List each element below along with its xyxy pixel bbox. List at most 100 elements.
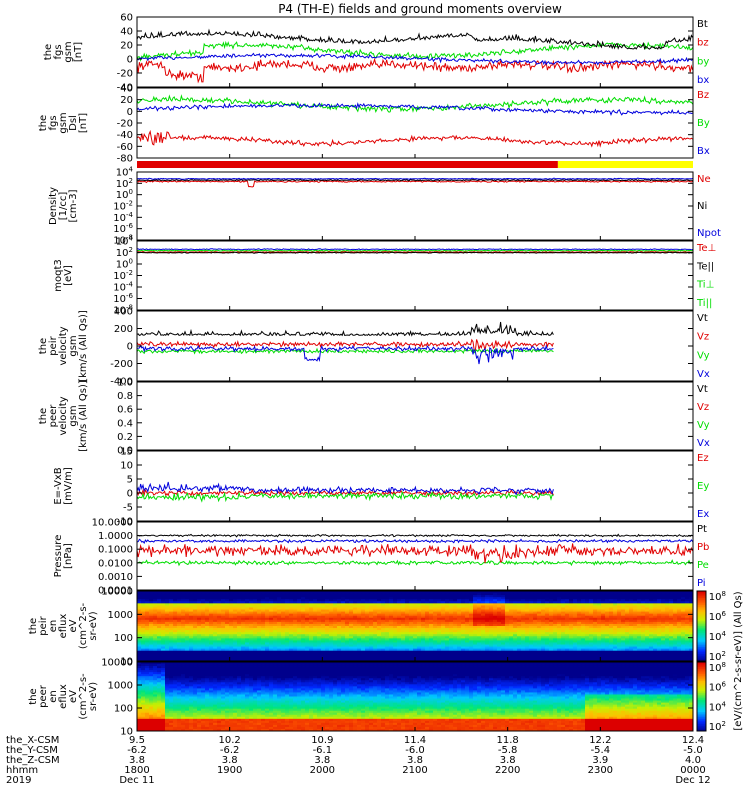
heatmap-cell <box>569 646 574 650</box>
heatmap-cell <box>213 626 218 629</box>
heatmap-cell <box>493 593 498 596</box>
series-Bx <box>136 102 693 116</box>
heatmap-cell <box>333 613 338 617</box>
heatmap-cell <box>353 652 358 656</box>
heatmap-cell <box>313 599 318 602</box>
heatmap-cell <box>397 638 402 641</box>
heatmap-cell <box>625 638 630 641</box>
heatmap-cell <box>373 591 378 594</box>
heatmap-cell <box>145 650 150 654</box>
heatmap-cell <box>477 634 482 637</box>
heatmap-cell <box>381 599 386 602</box>
heatmap-cell <box>641 591 646 594</box>
heatmap-cell <box>669 634 674 637</box>
heatmap-cell <box>337 601 342 604</box>
heatmap-cell <box>141 638 146 641</box>
heatmap-cell <box>553 597 558 600</box>
heatmap-cell <box>357 605 362 608</box>
heatmap-cell <box>213 609 218 612</box>
heatmap-cell <box>645 607 650 610</box>
heatmap-cell <box>429 623 434 627</box>
heatmap-cell <box>185 650 190 654</box>
heatmap-cell <box>565 628 570 631</box>
heatmap-cell <box>157 714 162 718</box>
heatmap-cell <box>685 607 690 610</box>
heatmap-cell <box>137 702 142 706</box>
heatmap-cell <box>201 648 206 652</box>
heatmap-cell <box>397 654 402 658</box>
heatmap-cell <box>317 621 322 625</box>
heatmap-cell <box>393 658 398 662</box>
heatmap-cell <box>477 593 482 596</box>
heatmap-cell <box>441 617 446 621</box>
heatmap-cell <box>329 621 334 625</box>
heatmap-cell <box>385 628 390 631</box>
heatmap-cell <box>601 632 606 635</box>
heatmap-cell <box>553 632 558 635</box>
heatmap-cell <box>141 603 146 606</box>
heatmap-cell <box>177 636 182 639</box>
heatmap-cell <box>665 652 670 656</box>
heatmap-cell <box>545 621 550 625</box>
heatmap-cell <box>353 623 358 627</box>
heatmap-cell <box>293 634 298 637</box>
heatmap-cell <box>265 626 270 629</box>
heatmap-cell <box>529 619 534 623</box>
heatmap-cell <box>161 621 166 625</box>
heatmap-cell <box>149 714 154 718</box>
heatmap-cell <box>153 648 158 652</box>
heatmap-cell <box>157 726 162 730</box>
heatmap-cell <box>413 648 418 652</box>
heatmap-cell <box>653 595 658 598</box>
heatmap-cell <box>377 648 382 652</box>
heatmap-cell <box>229 611 234 615</box>
heatmap-cell <box>677 615 682 619</box>
heatmap-cell <box>289 615 294 619</box>
heatmap-cell <box>605 638 610 641</box>
heatmap-cell <box>137 591 142 594</box>
heatmap-cell <box>277 619 282 623</box>
heatmap-cell <box>153 601 158 604</box>
heatmap-cell <box>461 595 466 598</box>
heatmap-cell <box>549 607 554 610</box>
heatmap-cell <box>389 621 394 625</box>
heatmap-cell <box>425 642 430 645</box>
heatmap-cell <box>629 632 634 635</box>
heatmap-cell <box>585 646 590 650</box>
heatmap-cell <box>625 609 630 612</box>
heatmap-cell <box>573 595 578 598</box>
heatmap-cell <box>445 638 450 641</box>
heatmap-cell <box>461 597 466 600</box>
heatmap-cell <box>413 607 418 610</box>
heatmap-cell <box>581 603 586 606</box>
heatmap-cell <box>645 615 650 619</box>
heatmap-cell <box>273 613 278 617</box>
heatmap-cell <box>405 623 410 627</box>
heatmap-cell <box>433 611 438 615</box>
heatmap-cell <box>449 652 454 656</box>
heatmap-cell <box>461 638 466 641</box>
heatmap-cell <box>513 636 518 639</box>
heatmap-cell <box>241 595 246 598</box>
heatmap-cell <box>601 609 606 612</box>
heatmap-cell <box>549 609 554 612</box>
heatmap-cell <box>437 609 442 612</box>
heatmap-cell <box>449 617 454 621</box>
heatmap-cell <box>193 597 198 600</box>
heatmap-cell <box>333 656 338 660</box>
heatmap-cell <box>613 617 618 621</box>
heatmap-cell <box>337 591 342 594</box>
heatmap-cell <box>577 648 582 652</box>
heatmap-cell <box>353 646 358 650</box>
heatmap-cell <box>277 623 282 627</box>
heatmap-cell <box>421 605 426 608</box>
heatmap-cell <box>269 646 274 650</box>
heatmap-cell <box>609 658 614 662</box>
heatmap-cell <box>593 609 598 612</box>
heatmap-cell <box>645 636 650 639</box>
heatmap-cell <box>661 642 666 645</box>
heatmap-cell <box>313 617 318 621</box>
heatmap-cell <box>217 611 222 615</box>
heatmap-cell <box>173 626 178 629</box>
heatmap-cell <box>389 593 394 596</box>
